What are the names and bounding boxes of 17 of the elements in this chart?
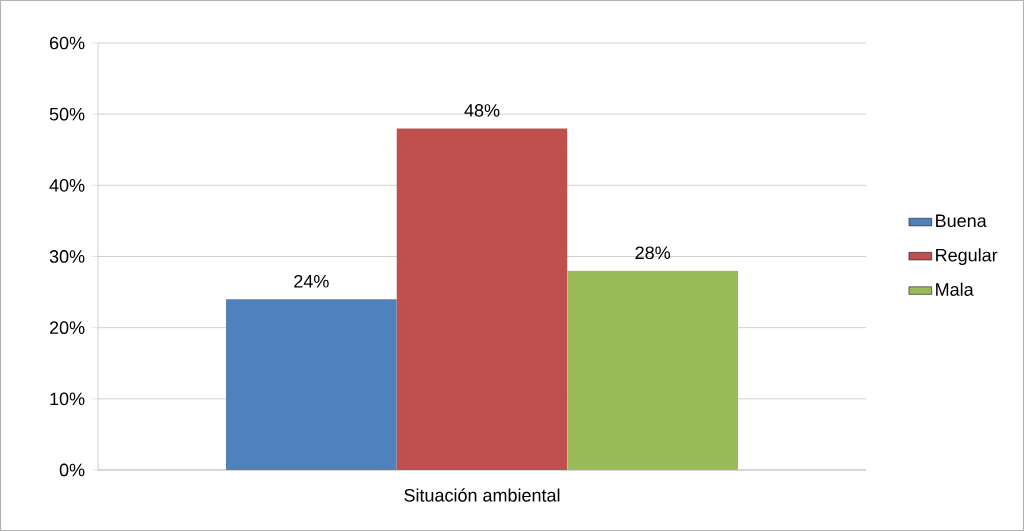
y-tick-label: 30% bbox=[49, 250, 85, 263]
legend-label: Buena bbox=[936, 214, 987, 228]
data-label: 24% bbox=[294, 274, 329, 288]
y-tick-label: 50% bbox=[49, 107, 85, 121]
legend-label: Regular bbox=[936, 248, 998, 266]
legend-label: Mala bbox=[936, 282, 974, 296]
bar bbox=[396, 128, 568, 470]
bar bbox=[226, 299, 397, 470]
x-tick-label: Situación ambiental bbox=[404, 488, 560, 502]
y-tick-label: 40% bbox=[49, 178, 85, 192]
y-tick-label: 10% bbox=[50, 392, 85, 406]
data-label: 48% bbox=[464, 104, 500, 117]
y-tick-label: 0% bbox=[59, 463, 85, 477]
bar bbox=[567, 270, 739, 470]
data-label: 28% bbox=[635, 246, 671, 260]
y-tick-label: 20% bbox=[49, 321, 85, 335]
y-tick-label: 60% bbox=[49, 36, 85, 50]
